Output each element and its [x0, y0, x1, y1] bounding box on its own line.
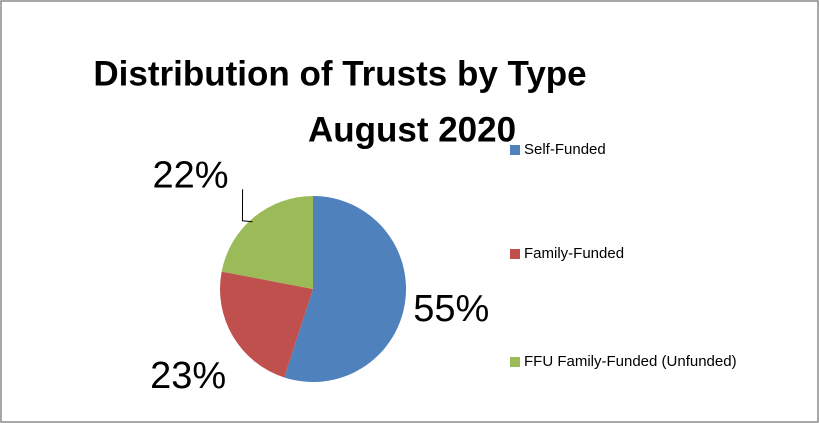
legend-label: Family-Funded — [524, 245, 624, 262]
data-label: 22% — [153, 154, 229, 196]
data-label: 55% — [413, 288, 489, 330]
legend-swatch — [510, 145, 520, 155]
legend-swatch — [510, 357, 520, 367]
pie-slice — [284, 196, 406, 382]
pie-slice — [220, 271, 313, 378]
data-label: 23% — [150, 355, 226, 397]
pie-slice — [221, 196, 313, 289]
legend-swatch — [510, 249, 520, 259]
legend-label: FFU Family-Funded (Unfunded) — [524, 353, 737, 370]
leader-line — [241, 189, 253, 223]
chart-subtitle: August 2020 — [308, 110, 516, 149]
chart-title: Distribution of Trusts by Type — [93, 54, 586, 93]
legend-label: Self-Funded — [524, 141, 606, 158]
